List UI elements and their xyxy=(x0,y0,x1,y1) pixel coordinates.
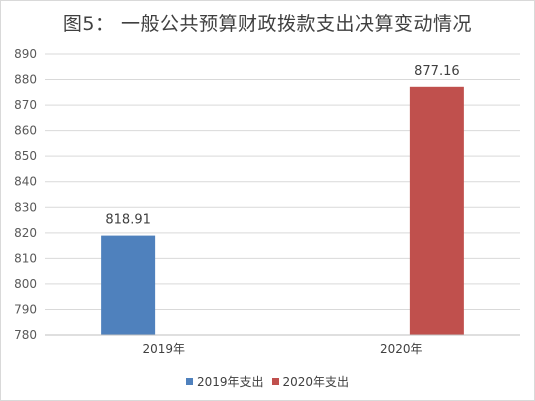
y-tick-label: 820 xyxy=(14,226,37,240)
bars xyxy=(101,86,464,336)
chart-title: 图5： 一般公共预算财政拨款支出决算变动情况 xyxy=(62,13,473,35)
x-tick-label: 2020年 xyxy=(380,342,423,356)
legend-label: 2020年支出 xyxy=(282,375,350,389)
legend-item: 2020年支出 xyxy=(271,373,350,390)
y-tick-label: 790 xyxy=(14,302,37,316)
axes: 780 790 800 810 820 830 840 850 860 870 880 890 2019… xyxy=(14,47,520,356)
y-tick-label: 880 xyxy=(14,73,37,87)
legend-label: 2019年支出 xyxy=(196,375,264,389)
y-tick-label: 840 xyxy=(14,175,37,189)
y-tick-label: 850 xyxy=(14,149,37,163)
legend-swatch xyxy=(185,378,193,385)
y-tick-label: 860 xyxy=(14,124,37,138)
x-tick-label: 2019年 xyxy=(142,342,185,356)
y-tick-label: 890 xyxy=(14,47,37,61)
data-label: 877.16 xyxy=(414,64,460,79)
labels: 818.91 877.16 xyxy=(105,64,459,228)
legend: 2019年支出 2020年支出 xyxy=(1,373,534,390)
bar xyxy=(409,86,464,336)
legend-swatch xyxy=(271,378,279,385)
y-tick-label: 800 xyxy=(14,277,37,291)
y-tick-label: 870 xyxy=(14,98,37,112)
bar xyxy=(101,235,156,335)
y-tick-label: 810 xyxy=(14,251,37,265)
data-label: 818.91 xyxy=(105,213,151,228)
legend-item: 2019年支出 xyxy=(185,373,264,390)
y-tick-label: 830 xyxy=(14,200,37,214)
y-tick-label: 780 xyxy=(14,328,37,342)
